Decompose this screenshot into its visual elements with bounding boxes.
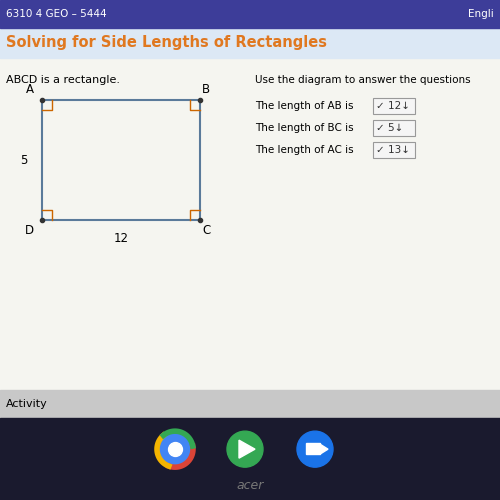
Circle shape <box>227 431 263 467</box>
Text: D: D <box>25 224 34 237</box>
Text: A: A <box>26 83 34 96</box>
Text: Solving for Side Lengths of Rectangles: Solving for Side Lengths of Rectangles <box>6 36 327 51</box>
Text: C: C <box>202 224 210 237</box>
Bar <box>0 58 500 390</box>
Bar <box>373 142 415 158</box>
Bar <box>0 418 500 500</box>
Text: The length of AC is: The length of AC is <box>255 145 354 155</box>
Text: ABCD is a rectangle.: ABCD is a rectangle. <box>6 75 120 85</box>
Bar <box>373 98 415 114</box>
Text: Engli: Engli <box>468 9 494 19</box>
Circle shape <box>297 431 333 467</box>
Text: ✓ 12↓: ✓ 12↓ <box>376 101 410 111</box>
Text: 6310 4 GEO – 5444: 6310 4 GEO – 5444 <box>6 9 106 19</box>
Text: 12: 12 <box>114 232 128 244</box>
Bar <box>0 390 500 418</box>
Text: The length of BC is: The length of BC is <box>255 123 354 133</box>
Text: The length of AB is: The length of AB is <box>255 101 354 111</box>
Text: Use the diagram to answer the questions: Use the diagram to answer the questions <box>255 75 470 85</box>
Text: acer: acer <box>236 478 264 492</box>
Text: 5: 5 <box>20 154 28 166</box>
Bar <box>373 120 415 136</box>
Text: ✓ 5↓: ✓ 5↓ <box>376 123 404 133</box>
Polygon shape <box>239 440 255 458</box>
Circle shape <box>157 431 193 467</box>
Polygon shape <box>320 444 328 454</box>
Text: Activity: Activity <box>6 399 48 409</box>
Bar <box>0 28 500 58</box>
Bar <box>0 0 500 28</box>
Bar <box>42 100 200 220</box>
Text: B: B <box>202 83 210 96</box>
Text: ✓ 13↓: ✓ 13↓ <box>376 145 410 155</box>
Bar <box>306 443 320 454</box>
